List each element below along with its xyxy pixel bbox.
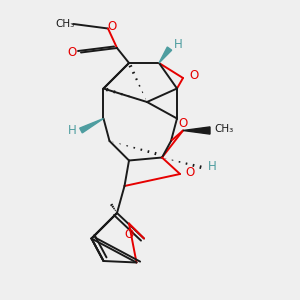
Polygon shape [159,47,172,63]
Text: O: O [190,69,199,82]
Polygon shape [80,118,104,133]
Text: H: H [208,160,217,173]
Text: O: O [186,166,195,179]
Text: H: H [173,38,182,52]
Text: CH₃: CH₃ [215,124,234,134]
Text: H: H [68,124,76,137]
Text: O: O [68,46,76,59]
Text: CH₃: CH₃ [55,19,74,29]
Text: O: O [178,117,188,130]
Text: O: O [124,227,134,241]
Polygon shape [183,127,210,134]
Text: O: O [108,20,117,34]
